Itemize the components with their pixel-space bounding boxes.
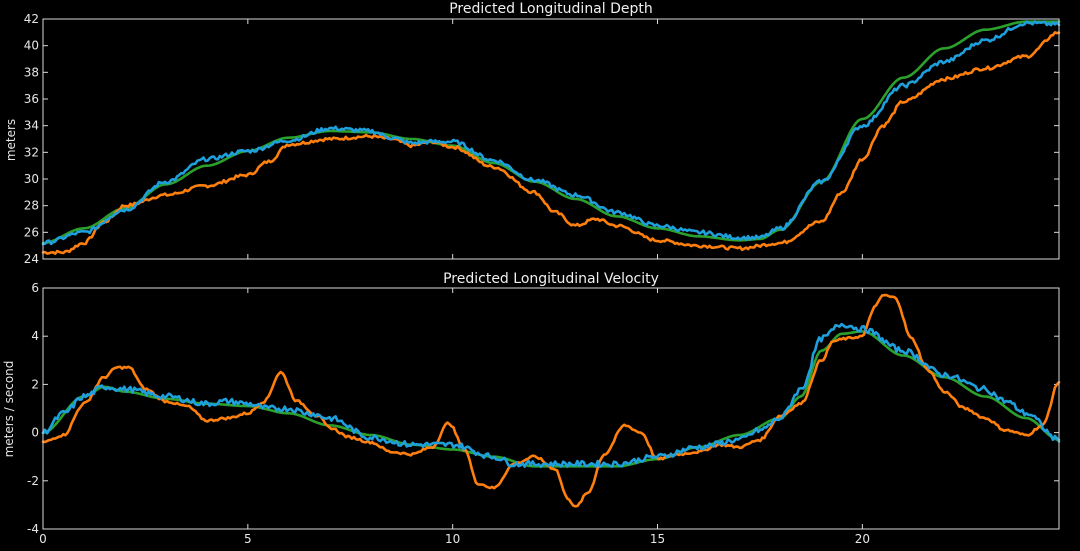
velocity-xtick-label: 20 — [855, 532, 870, 546]
depth-axes-frame — [42, 18, 1060, 260]
depth-ytick-label: 30 — [24, 172, 39, 186]
velocity-orange-series-line — [41, 293, 1061, 508]
velocity-ytick-label: -4 — [27, 522, 39, 536]
depth-blue-series-line — [41, 20, 1061, 246]
depth-y-axis-label: meters — [4, 119, 18, 161]
depth-ytick-label: 42 — [24, 12, 39, 26]
depth-plot-area — [41, 20, 1061, 255]
velocity-ytick-label: 4 — [31, 329, 39, 343]
depth-ytick-label: 40 — [24, 39, 39, 53]
velocity-ytick-label: 0 — [31, 426, 39, 440]
velocity-ytick-label: -2 — [27, 474, 39, 488]
depth-ytick-label: 26 — [24, 225, 39, 239]
velocity-axes-frame — [42, 287, 1060, 530]
velocity-blue-series-line — [41, 322, 1061, 469]
velocity-ticks: -4 -2 0 2 4 6 0 5 10 15 20 — [27, 281, 1059, 546]
depth-ytick-label: 38 — [24, 65, 39, 79]
depth-ytick-label: 34 — [24, 119, 39, 133]
velocity-xtick-label: 15 — [650, 532, 665, 546]
velocity-plot-area — [41, 293, 1061, 508]
depth-ytick-label: 28 — [24, 199, 39, 213]
depth-ytick-label: 32 — [24, 145, 39, 159]
velocity-y-axis-label: meters / second — [2, 361, 16, 458]
depth-ticks: 24 26 28 30 32 34 36 38 40 42 — [24, 12, 1059, 266]
velocity-xtick-label: 5 — [244, 532, 252, 546]
velocity-ytick-label: 6 — [31, 281, 39, 295]
velocity-ytick-label: 2 — [31, 377, 39, 391]
depth-orange-series-line — [41, 31, 1061, 255]
velocity-xtick-label: 10 — [445, 532, 460, 546]
depth-chart-title: Predicted Longitudinal Depth — [449, 1, 653, 17]
depth-ytick-label: 24 — [24, 252, 39, 266]
depth-ytick-label: 36 — [24, 92, 39, 106]
velocity-chart-title: Predicted Longitudinal Velocity — [443, 271, 659, 287]
velocity-panel: Predicted Longitudinal Velocity meters /… — [2, 271, 1061, 546]
depth-panel: Predicted Longitudinal Depth meters 24 26… — [4, 1, 1061, 266]
velocity-xtick-label: 0 — [39, 532, 47, 546]
